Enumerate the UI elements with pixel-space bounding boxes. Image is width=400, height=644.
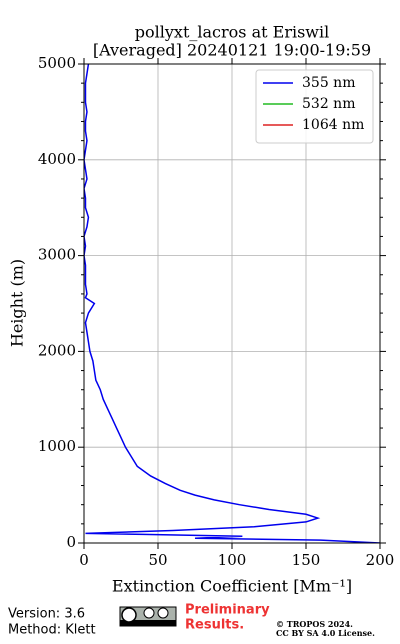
- x-axis-label: Extinction Coefficient [Mm⁻¹]: [112, 577, 352, 596]
- legend-label: 355 nm: [302, 75, 355, 91]
- legend-label: 1064 nm: [302, 117, 364, 133]
- x-tick-label: 100: [218, 551, 247, 569]
- y-tick-label: 3000: [38, 246, 76, 264]
- cc-logo: [119, 606, 177, 627]
- y-tick-label: 5000: [38, 54, 76, 72]
- y-tick-label: 4000: [38, 150, 76, 168]
- y-tick-label: 1000: [38, 437, 76, 455]
- y-tick-label: 2000: [38, 341, 76, 359]
- x-tick-label: 50: [148, 551, 167, 569]
- x-tick-label: 200: [366, 551, 395, 569]
- x-tick-label: 0: [79, 551, 89, 569]
- preliminary: Results.: [185, 618, 244, 633]
- x-tick-label: 150: [292, 551, 321, 569]
- chart-title: pollyxt_lacros at Eriswil: [135, 23, 329, 42]
- plot-frame: [83, 63, 381, 544]
- y-tick-label: 0: [66, 533, 76, 551]
- preliminary: Preliminary: [185, 603, 270, 618]
- copyright: CC BY SA 4.0 License.: [276, 628, 375, 638]
- method: Method: Klett: [8, 623, 96, 638]
- version: Version: 3.6: [8, 607, 85, 622]
- y-axis-label: Height (m): [8, 259, 27, 347]
- legend-label: 532 nm: [302, 96, 355, 112]
- copyright: © TROPOS 2024.: [276, 619, 353, 629]
- chart-subtitle: [Averaged] 20240121 19:00-19:59: [93, 41, 371, 60]
